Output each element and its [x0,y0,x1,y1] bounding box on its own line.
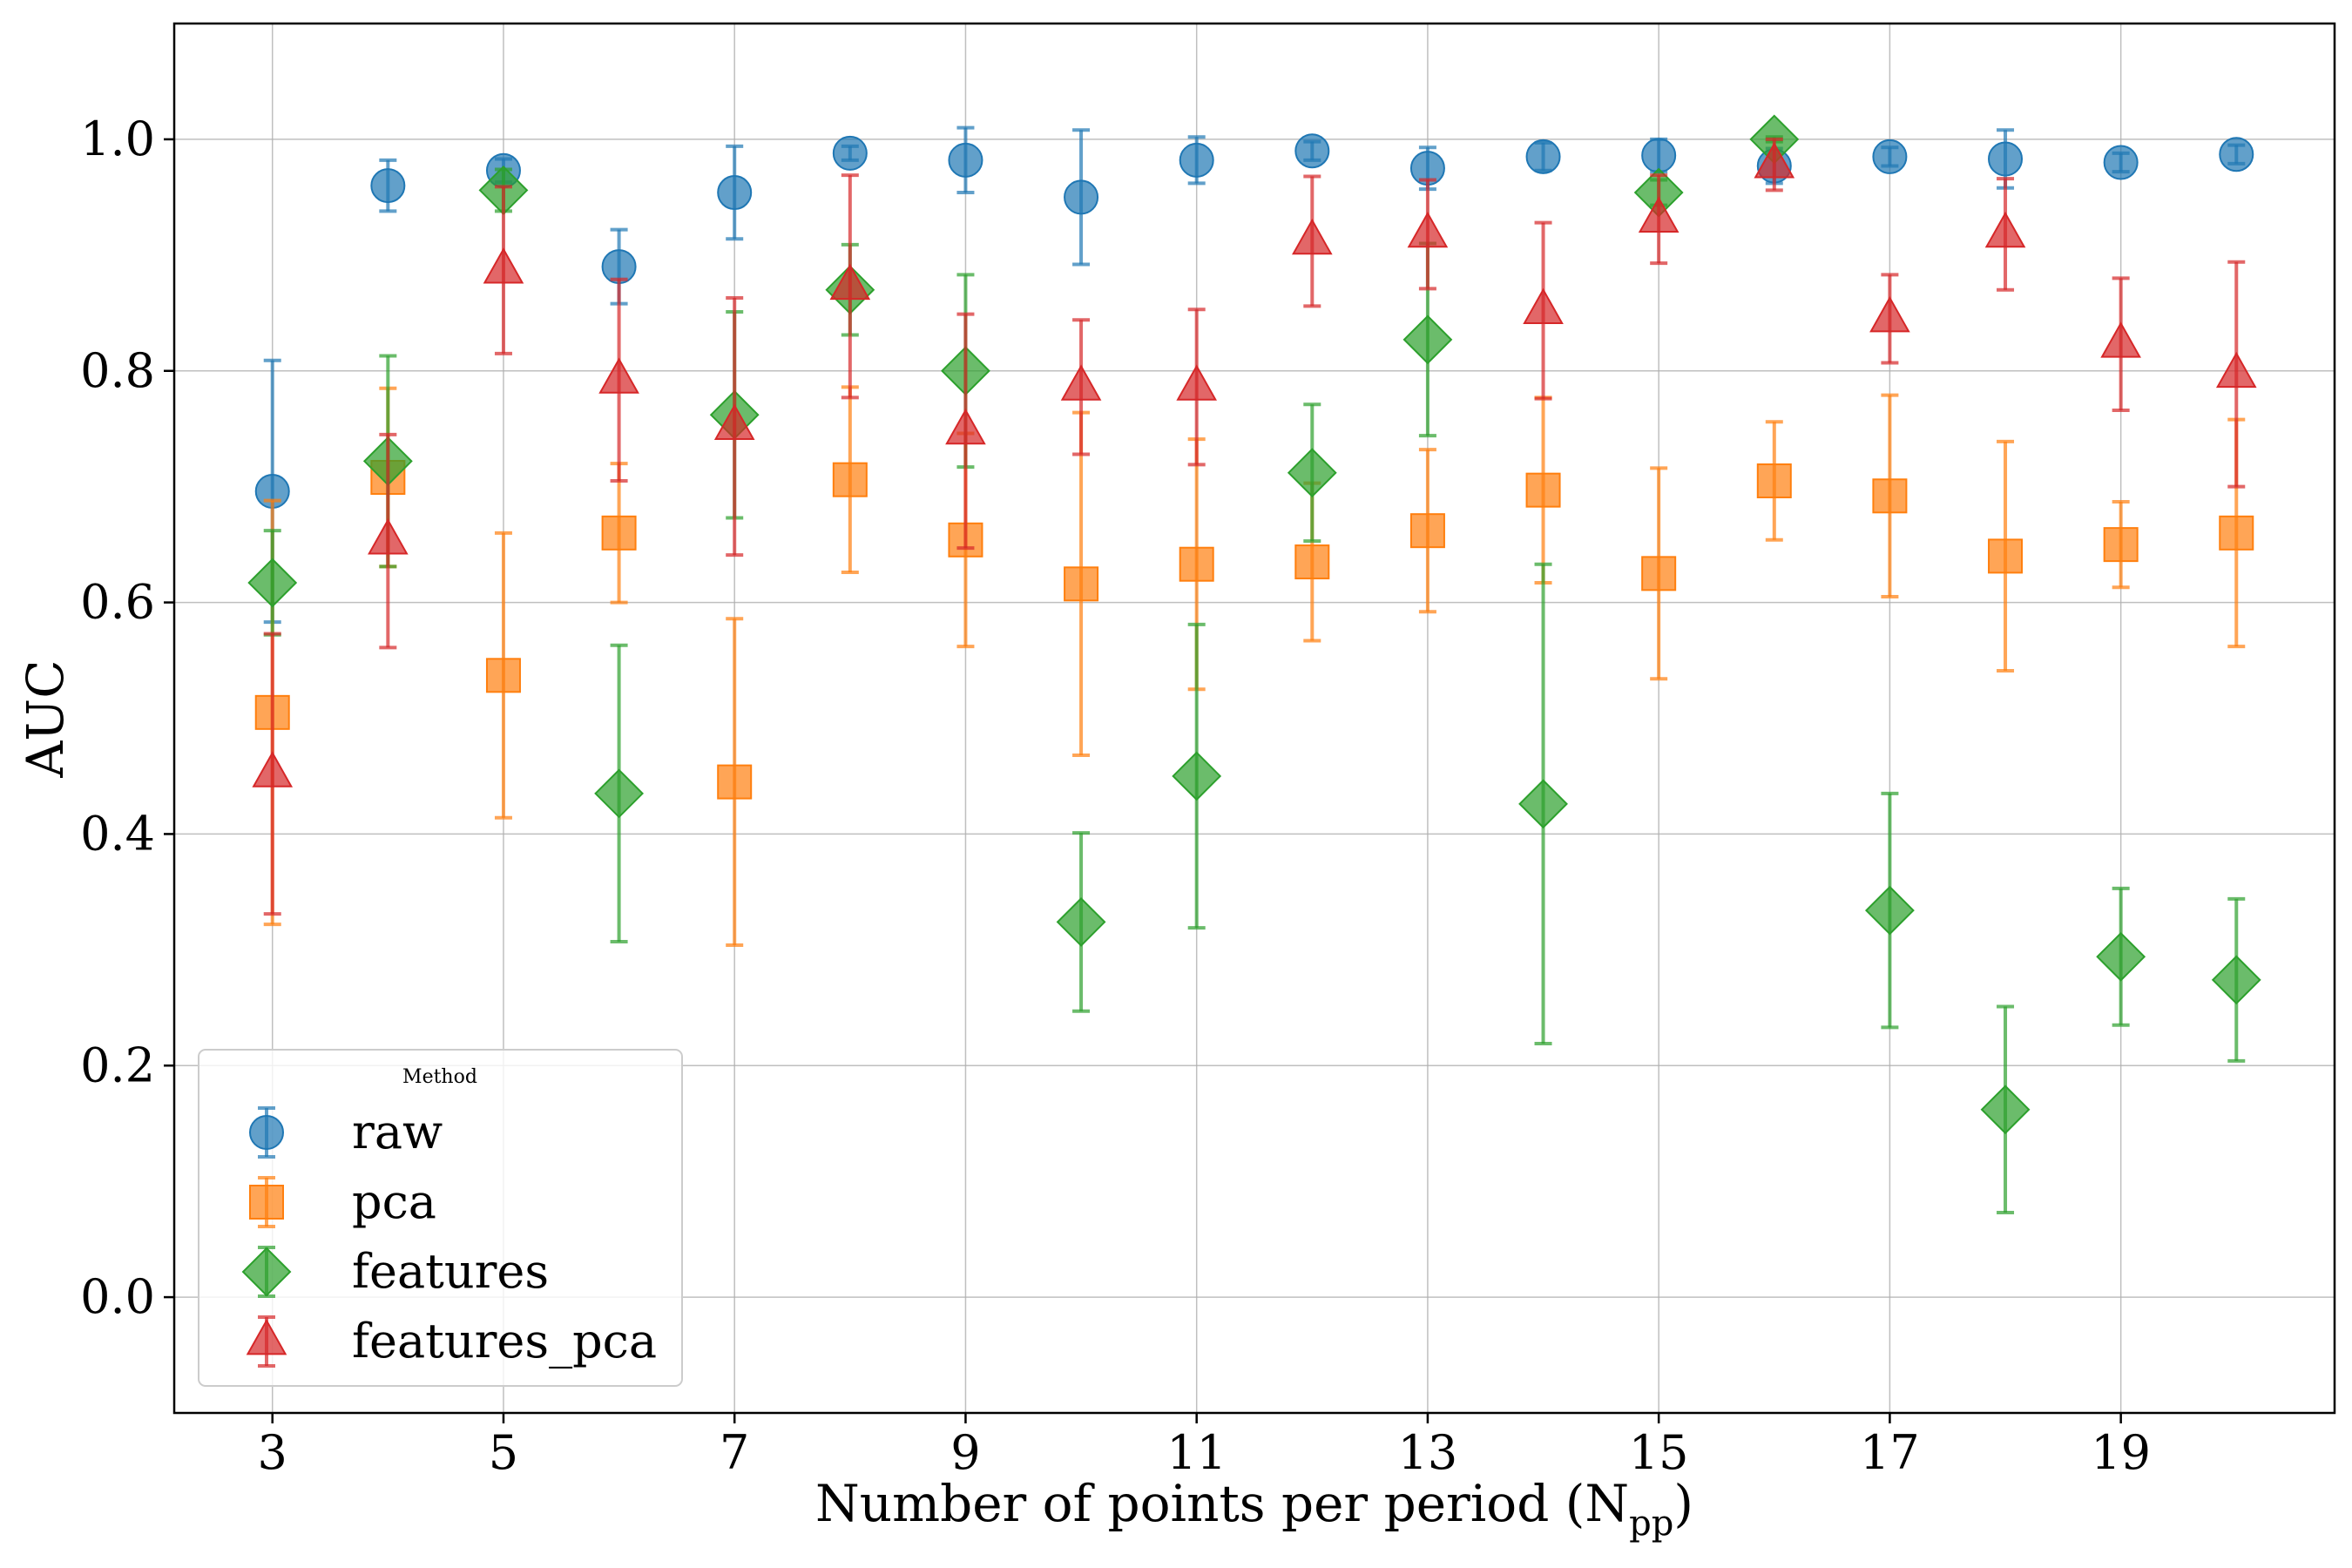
data-point [594,768,645,819]
data-point [2219,515,2254,551]
data-point [1518,779,1568,829]
legend-marker [241,1247,292,1297]
y-tick-label: 0.6 [80,575,155,630]
series-features-pca [252,137,2257,916]
data-point [1641,138,1677,173]
data-point [1525,139,1561,174]
data-point [1525,472,1561,508]
data-point [1179,142,1214,178]
y-axis-label: AUC [16,659,75,778]
data-point [1064,566,1099,602]
data-point [1172,751,1222,801]
x-tick-label: 9 [950,1425,980,1480]
data-point [1988,538,2024,574]
data-point [1179,546,1214,582]
plot-frame [172,22,2336,1415]
data-point [1638,196,1680,233]
data-point [598,357,639,394]
y-tick-label: 0.8 [80,343,155,398]
x-axis-label: Number of points per period (Npp) [815,1474,1693,1544]
series-layer [247,114,2261,1215]
legend-label: features_pca [352,1314,657,1369]
data-point [2103,145,2139,180]
data-point [1872,478,1908,514]
legend-label: features [352,1244,549,1299]
legend-item-features: features [241,1244,549,1299]
legend-marker [249,1115,284,1150]
y-tick-label: 0.2 [80,1037,155,1092]
data-point [1754,142,1795,179]
data-point [370,168,406,204]
data-point [1641,556,1677,591]
data-point [1294,133,1330,169]
data-point [1869,295,1910,333]
data-point [2096,931,2146,982]
x-tick-label: 15 [1629,1425,1689,1480]
data-point [1756,463,1792,499]
data-point [483,247,524,284]
data-point [1872,139,1908,174]
legend-title: Method [402,1066,477,1088]
data-point [2211,955,2261,1005]
data-point [1984,211,2026,248]
y-tick-label: 0.4 [80,806,155,861]
data-point [832,462,868,497]
data-point [1409,513,1445,549]
legend: Method raw pca features features_pca [198,1049,683,1387]
x-tick-label: 11 [1166,1425,1227,1480]
x-axis-ticks: 3 5 7 9 11 13 15 17 19 [258,1413,2151,1480]
data-point [1064,179,1099,215]
data-point [1523,287,1564,325]
data-point [1056,897,1106,947]
data-point [601,515,637,551]
data-point [1402,314,1453,365]
data-point [713,403,755,440]
y-tick-label: 1.0 [80,112,155,166]
data-point [945,408,986,445]
data-point [948,142,983,178]
data-point [485,658,521,693]
data-point [1060,364,1102,401]
y-tick-label: 0.0 [80,1269,155,1324]
data-point [1988,141,2024,177]
legend-item-raw: raw [249,1105,443,1159]
data-point [2100,321,2141,358]
legend-box [198,1049,683,1387]
data-point [1980,1085,2031,1135]
legend-label: pca [352,1174,436,1229]
legend-item-features-pca: features_pca [246,1314,657,1369]
grid [174,24,2335,1413]
legend-label: raw [352,1105,443,1159]
data-point [829,263,871,301]
data-point [1294,544,1330,580]
data-point [832,135,868,171]
legend-items: raw pca features features_pca [241,1105,657,1369]
data-point [1292,218,1333,255]
data-point [368,518,409,555]
data-point [2215,351,2257,389]
y-axis-ticks: 0.0 0.2 0.4 0.6 0.8 1.0 [80,112,174,1324]
x-tick-label: 5 [489,1425,518,1480]
x-tick-label: 13 [1398,1425,1458,1480]
data-point [2103,527,2139,563]
data-point [247,558,298,608]
data-point [717,175,753,211]
data-point [1407,211,1449,248]
legend-marker [249,1185,284,1220]
data-point [717,764,753,800]
x-tick-label: 17 [1860,1425,1920,1480]
data-point [252,751,294,787]
x-tick-label: 19 [2091,1425,2151,1480]
data-point [2219,137,2254,172]
data-point [1176,364,1217,401]
legend-marker [246,1318,287,1355]
x-tick-label: 7 [720,1425,749,1480]
series-raw [254,125,2254,625]
x-tick-label: 3 [258,1425,287,1480]
legend-item-pca: pca [249,1174,436,1229]
data-point [1864,885,1915,936]
data-point [1287,448,1337,498]
